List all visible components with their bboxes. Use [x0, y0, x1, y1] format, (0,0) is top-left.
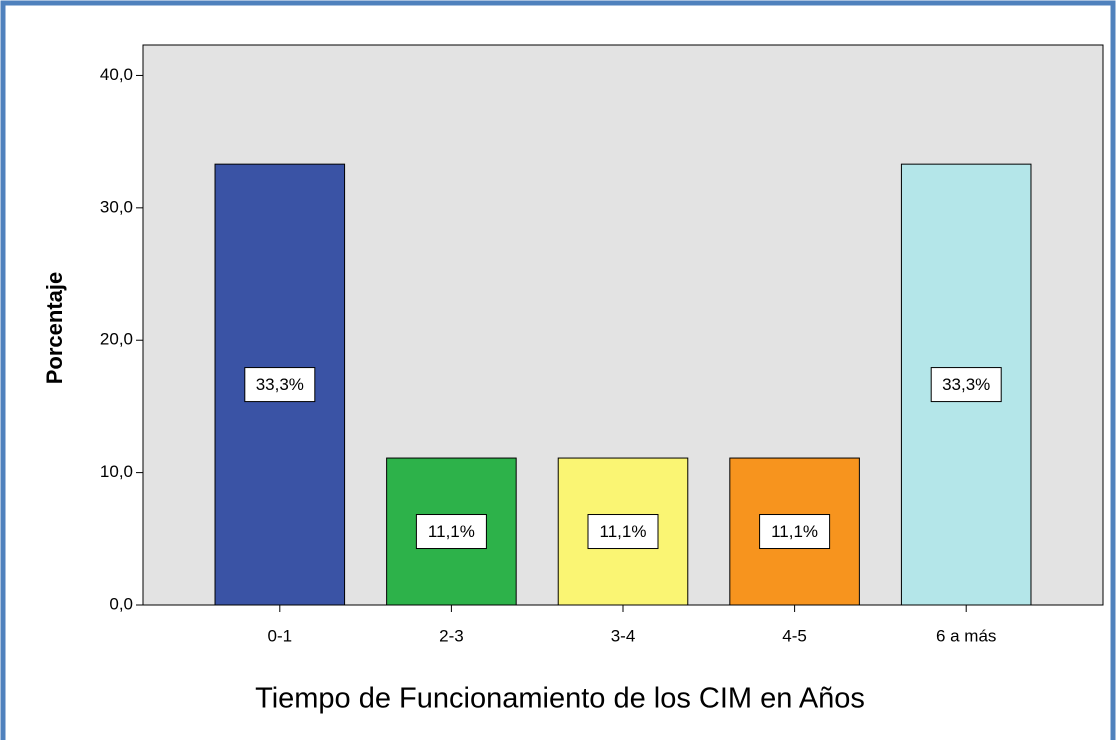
value-label: 11,1%: [600, 522, 647, 541]
y-tick-label: 40,0: [100, 65, 133, 84]
y-tick-label: 0,0: [109, 594, 133, 613]
value-label: 11,1%: [771, 522, 818, 541]
x-axis-label: Tiempo de Funcionamiento de los CIM en A…: [255, 683, 865, 715]
value-label-box: [759, 514, 831, 550]
value-label-box: [587, 514, 659, 550]
x-tick-label: 2-3: [439, 626, 464, 645]
y-tick-label: 20,0: [100, 330, 133, 349]
value-label-box: [415, 514, 487, 550]
x-tick-label: 3-4: [611, 626, 636, 645]
value-label: 33,3%: [256, 375, 304, 394]
value-label-box: [244, 367, 316, 403]
value-label: 11,1%: [428, 522, 475, 541]
value-label: 33,3%: [942, 375, 990, 394]
value-label-box: [930, 367, 1002, 403]
y-tick-label: 10,0: [100, 462, 133, 481]
x-tick-label: 4-5: [782, 626, 807, 645]
y-axis-label: Porcentaje: [42, 272, 67, 385]
x-tick-label: 0-1: [268, 626, 293, 645]
x-tick-label: 6 a más: [936, 626, 996, 645]
y-tick-label: 30,0: [100, 197, 133, 216]
